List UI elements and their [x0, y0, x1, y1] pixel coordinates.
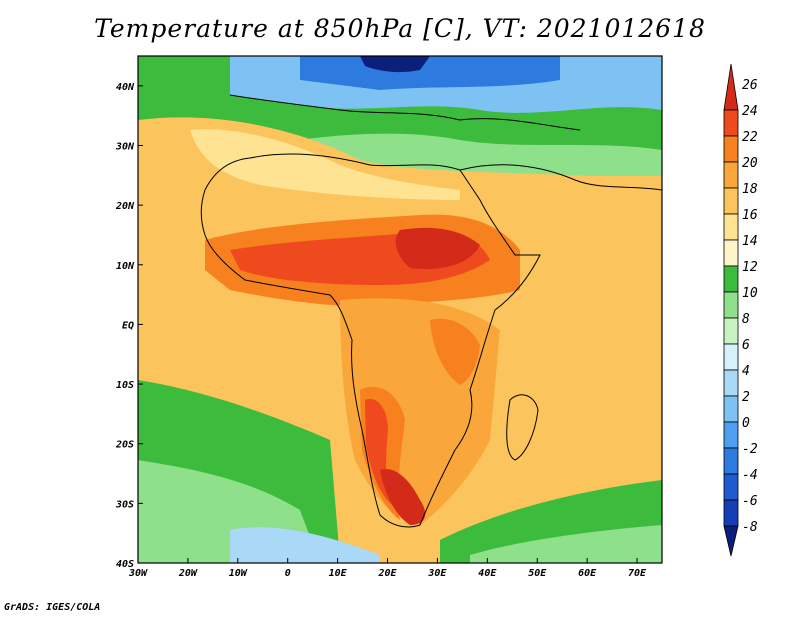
- map-frame: [137, 55, 663, 564]
- lon-tick-label: 30E: [427, 568, 447, 579]
- colorbar-swatch: [723, 161, 739, 189]
- lon-tick-label: 0: [285, 568, 291, 579]
- colorbar-label: 2: [742, 390, 750, 405]
- lon-tick-label: 70E: [628, 568, 647, 579]
- colorbar-swatch: [723, 395, 739, 423]
- colorbar-label: 8: [742, 312, 750, 327]
- colorbar-swatch: [723, 213, 739, 241]
- lat-tick-label: 20N: [115, 201, 135, 212]
- colorbar-label: -4: [742, 468, 758, 483]
- colorbar-swatch: [723, 421, 739, 449]
- lon-tick-label: 30W: [128, 568, 148, 579]
- lat-tick-label: EQ: [122, 320, 134, 331]
- colorbar-label: 18: [742, 182, 758, 197]
- lat-tick-label: 40S: [116, 559, 134, 570]
- lon-tick-label: 20E: [377, 568, 397, 579]
- lon-tick-label: 20W: [178, 568, 198, 579]
- colorbar-label: -6: [742, 494, 758, 509]
- colorbar-swatch: [723, 109, 739, 137]
- latitude-axis: 40N 30N 20N 10N EQ 10S 20S 30S 40S: [115, 82, 143, 570]
- longitude-axis: 30W 20W 10W 0 10E 20E 30E 40E 50E 60E 70E: [128, 558, 647, 579]
- temperature-field: [138, 56, 662, 563]
- lat-tick-label: 30S: [115, 499, 134, 510]
- colorbar-label: 16: [742, 208, 758, 223]
- colorbar-label: 20: [742, 156, 758, 171]
- colorbar-swatch: [723, 265, 739, 293]
- colorbar-label: 4: [742, 364, 750, 379]
- colorbar-label: 14: [742, 234, 758, 249]
- lat-tick-label: 30N: [115, 141, 135, 152]
- map-title: Temperature at 850hPa [C], VT: 202101261…: [94, 14, 706, 43]
- colorbar-label: -8: [742, 520, 758, 535]
- colorbar-swatch: [723, 63, 739, 111]
- colorbar-label: 22: [742, 130, 758, 145]
- colorbar-swatch: [723, 343, 739, 371]
- colorbar-swatch: [723, 291, 739, 319]
- colorbar-label: 26: [742, 78, 758, 93]
- colorbar-label: 10: [742, 286, 758, 301]
- lon-tick-label: 10E: [329, 568, 348, 579]
- colorbar-swatch: [723, 525, 739, 557]
- lat-tick-label: 10S: [116, 380, 134, 391]
- colorbar-swatch: [723, 499, 739, 527]
- colorbar-swatch: [723, 369, 739, 397]
- colorbar-swatch: [723, 447, 739, 475]
- lon-tick-label: 60E: [578, 568, 597, 579]
- colorbar-label: 24: [742, 104, 758, 119]
- colorbar-swatch: [723, 187, 739, 215]
- colorbar-swatch: [723, 473, 739, 501]
- lon-tick-label: 10W: [229, 568, 248, 579]
- grads-credit: GrADS: IGES/COLA: [4, 602, 101, 613]
- colorbar-swatch: [723, 239, 739, 267]
- lat-tick-label: 40N: [116, 82, 135, 93]
- colorbar-label: 12: [742, 260, 758, 275]
- colorbar-swatch: [723, 317, 739, 345]
- colorbar-label: 0: [742, 416, 750, 431]
- lon-tick-label: 40E: [478, 568, 497, 579]
- colorbar-swatch: [723, 135, 739, 163]
- colorbar-label: 6: [742, 338, 750, 353]
- lat-tick-label: 20S: [115, 440, 134, 451]
- colorbar-label: -2: [742, 442, 758, 457]
- lon-tick-label: 50E: [528, 568, 547, 579]
- lat-tick-label: 10N: [116, 261, 135, 272]
- coastline-layer: [200, 94, 662, 528]
